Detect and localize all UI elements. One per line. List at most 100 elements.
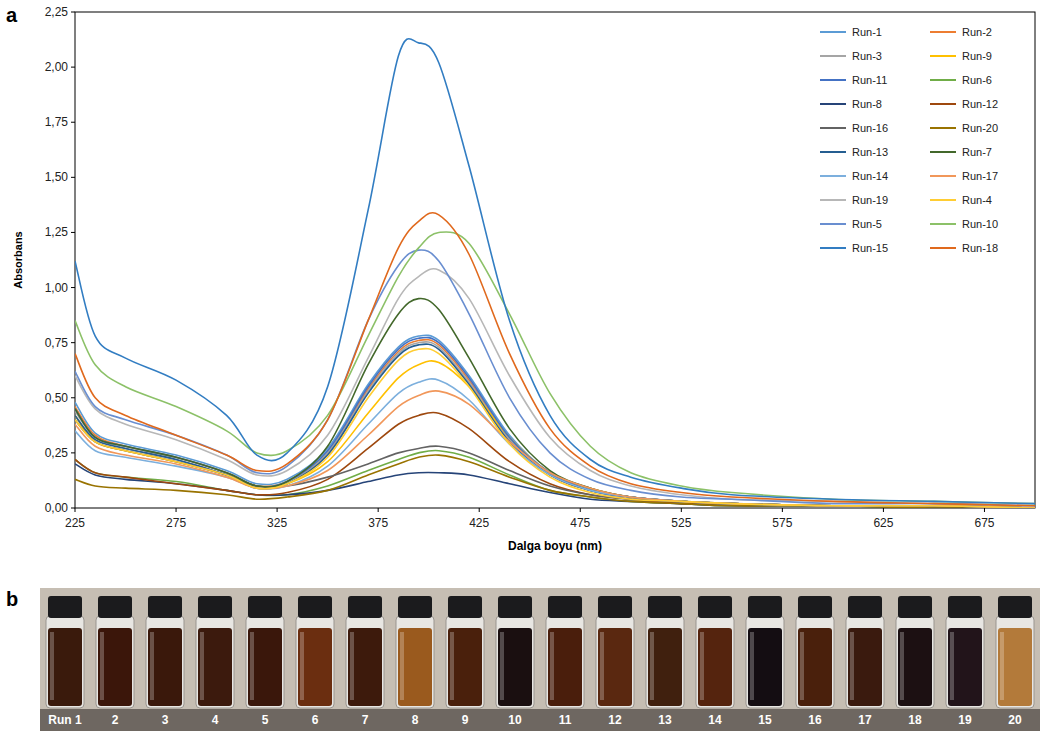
x-tick [479, 508, 480, 512]
vial-cap [298, 596, 332, 618]
vial-highlight [350, 632, 354, 700]
vial-cap [648, 596, 682, 618]
vial-highlight [150, 632, 154, 700]
series-line [75, 232, 1035, 504]
y-tick [71, 287, 75, 288]
vial-highlight [650, 632, 654, 700]
legend-swatch [820, 31, 846, 33]
legend-swatch [930, 223, 956, 225]
vial-glass [446, 616, 484, 708]
vial-label: 3 [162, 713, 169, 727]
legend-swatch [930, 175, 956, 177]
x-tick [277, 508, 278, 512]
y-tick [71, 122, 75, 123]
series-line [75, 420, 1035, 508]
vial-glass [96, 616, 134, 708]
vial-glass [346, 616, 384, 708]
legend-swatch [820, 247, 846, 249]
bench [40, 709, 1040, 731]
vial-highlight [550, 632, 554, 700]
vial-glass [996, 616, 1034, 708]
legend-label: Run-8 [852, 98, 882, 110]
legend-swatch [820, 127, 846, 129]
vial-liquid [898, 628, 932, 706]
legend-swatch [820, 199, 846, 201]
x-tick [984, 508, 985, 512]
vial-label: 5 [262, 713, 269, 727]
vial-liquid [398, 628, 432, 706]
vial-glass [946, 616, 984, 708]
legend-label: Run-4 [962, 194, 992, 206]
legend-label: Run-9 [962, 50, 992, 62]
legend-swatch [930, 127, 956, 129]
panel-label: b [6, 588, 18, 610]
vial-glass [546, 616, 584, 708]
vial-highlight [800, 632, 804, 700]
y-tick [71, 397, 75, 398]
vial-label: 13 [658, 713, 672, 727]
series-line [75, 250, 1035, 506]
vial-cap [48, 596, 82, 618]
legend-label: Run-2 [962, 26, 992, 38]
vial-highlight [200, 632, 204, 700]
vial-glass [796, 616, 834, 708]
legend-label: Run-6 [962, 74, 992, 86]
y-tick-label: 0,00 [45, 501, 69, 515]
legend-swatch [820, 151, 846, 153]
vial-liquid [748, 628, 782, 706]
vial-highlight [750, 632, 754, 700]
x-tick-label: 575 [772, 516, 792, 530]
y-tick-label: 0,75 [45, 336, 69, 350]
legend-label: Run-7 [962, 146, 992, 158]
vial-liquid [998, 628, 1032, 706]
vial-label: 10 [508, 713, 522, 727]
vial-label: 15 [758, 713, 772, 727]
vial-cap [448, 596, 482, 618]
vial-cap [948, 596, 982, 618]
legend-label: Run-10 [962, 218, 998, 230]
series-group [75, 39, 1035, 508]
vial-cap [598, 596, 632, 618]
legend-swatch [820, 223, 846, 225]
vial-liquid [298, 628, 332, 706]
x-tick [782, 508, 783, 512]
vial-label: 7 [362, 713, 369, 727]
x-tick [75, 508, 76, 512]
vial-cap [748, 596, 782, 618]
x-tick-label: 425 [469, 516, 489, 530]
vial-liquid [198, 628, 232, 706]
vial-liquid [648, 628, 682, 706]
y-axis-title: Absorbans [12, 231, 24, 288]
y-tick [71, 232, 75, 233]
vial-highlight [300, 632, 304, 700]
vial-highlight [850, 632, 854, 700]
legend-label: Run-15 [852, 242, 888, 254]
series-line [75, 39, 1035, 504]
vial-glass [846, 616, 884, 708]
vial-cap [348, 596, 382, 618]
y-tick [71, 508, 75, 509]
vial-liquid [598, 628, 632, 706]
y-tick-label: 2,25 [45, 5, 69, 19]
x-tick [378, 508, 379, 512]
vial-cap [998, 596, 1032, 618]
y-tick-label: 1,50 [45, 170, 69, 184]
vial-highlight [700, 632, 704, 700]
vial-highlight [450, 632, 454, 700]
legend-label: Run-11 [852, 74, 887, 86]
photo-background [40, 588, 1040, 731]
vial-label: 4 [212, 713, 219, 727]
y-tick-label: 2,00 [45, 60, 69, 74]
vial-liquid [548, 628, 582, 706]
legend-swatch [820, 79, 846, 81]
y-tick-label: 1,25 [45, 225, 69, 239]
x-tick-label: 625 [873, 516, 893, 530]
vial-glass [196, 616, 234, 708]
vial-label: 11 [559, 713, 572, 727]
vial-highlight [950, 632, 954, 700]
vial-highlight [500, 632, 504, 700]
y-tick [71, 177, 75, 178]
legend-label: Run-13 [852, 146, 888, 158]
vial-liquid [798, 628, 832, 706]
x-tick-label: 375 [368, 516, 388, 530]
